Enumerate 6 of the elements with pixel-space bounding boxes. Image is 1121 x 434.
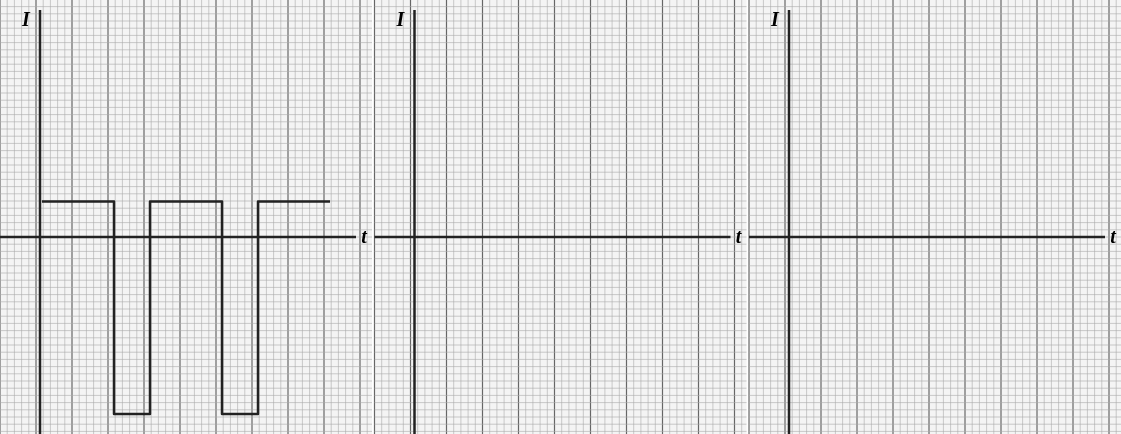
text: t xyxy=(1110,225,1118,247)
text: t xyxy=(735,225,743,247)
text: I xyxy=(770,8,781,30)
text: I xyxy=(395,8,406,30)
x-axis-title: t xyxy=(361,225,369,247)
y-axis-title: I xyxy=(21,8,32,30)
